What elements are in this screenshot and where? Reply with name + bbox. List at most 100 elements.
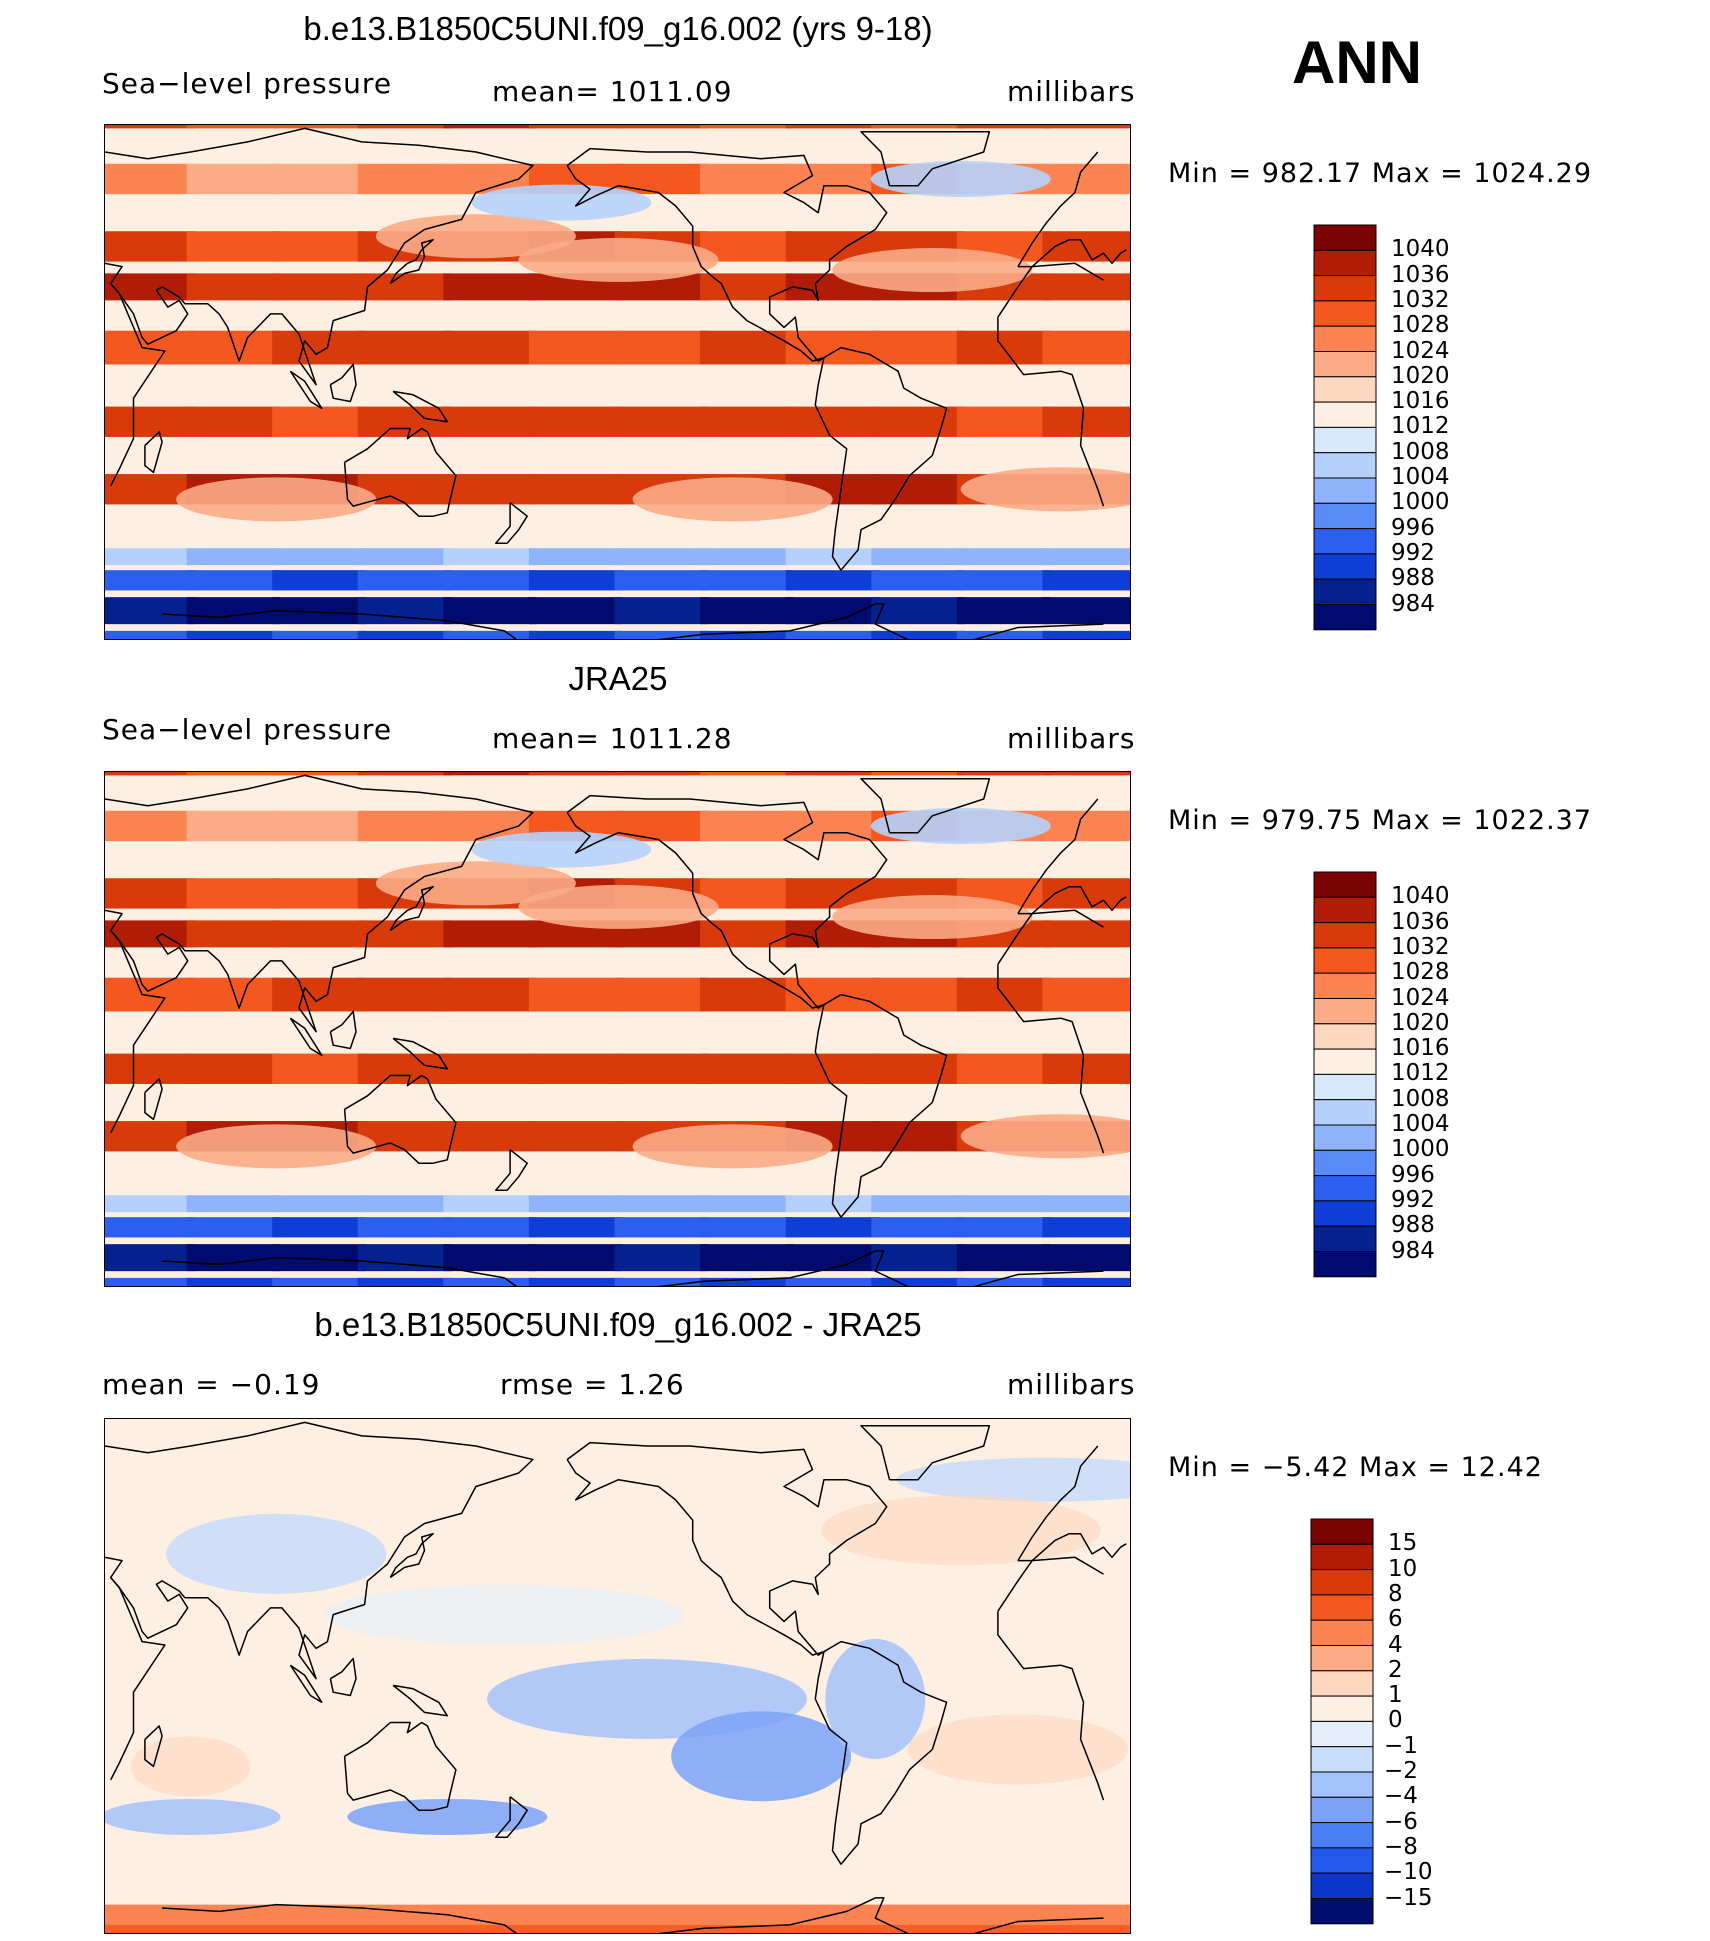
contour-field <box>105 1419 1130 1933</box>
colorbar-tick-label: 996 <box>1391 514 1435 541</box>
mean-label: mean= 1011.28 <box>492 722 733 755</box>
colorbar-tick-label: 984 <box>1391 590 1435 617</box>
colorbar-swatch <box>1313 578 1377 606</box>
colorbar-swatch <box>1313 1099 1377 1126</box>
mean-label: mean = −0.19 <box>102 1368 321 1401</box>
colorbar-tick-label: 984 <box>1391 1237 1435 1264</box>
colorbar-tick-label: 1020 <box>1391 1009 1450 1036</box>
colorbar-tick-label: 1000 <box>1391 489 1450 516</box>
colorbar-swatch <box>1313 1225 1377 1253</box>
colorbar-tick-label: 1028 <box>1391 959 1450 986</box>
colorbar-swatch <box>1313 300 1377 327</box>
rmse-label: rmse = 1.26 <box>500 1368 685 1401</box>
colorbar-tick-label: 1036 <box>1391 908 1450 935</box>
colorbar-tick-label: 1012 <box>1391 1060 1450 1087</box>
colorbar-tick-label: 1040 <box>1391 236 1450 263</box>
colorbar-swatch <box>1310 1543 1374 1571</box>
colorbar-tick-label: 1 <box>1388 1682 1403 1709</box>
colorbar-tick-label: −1 <box>1384 1732 1418 1759</box>
slp-map <box>104 771 1131 1287</box>
colorbar-swatch <box>1313 1023 1377 1050</box>
colorbar-tick-label: −8 <box>1384 1833 1418 1860</box>
colorbar-swatch <box>1313 401 1377 428</box>
colorbar-swatch <box>1313 1200 1377 1227</box>
variable-label: Sea−level pressure <box>102 713 393 746</box>
colorbar-tick-label: 1008 <box>1391 438 1450 465</box>
coastlines <box>105 127 1127 639</box>
coastlines <box>105 774 1127 1286</box>
colorbar-swatch <box>1313 477 1377 504</box>
colorbar-swatch <box>1310 1695 1374 1722</box>
colorbar-tick-label: 8 <box>1388 1580 1403 1607</box>
colorbar-swatch <box>1313 1073 1377 1101</box>
colorbar-tick-label: 1024 <box>1391 984 1450 1011</box>
slp-map <box>104 124 1131 640</box>
colorbar-tick-label: 996 <box>1391 1161 1435 1188</box>
colorbar-tick-label: 1004 <box>1391 464 1450 490</box>
colorbar-swatch <box>1313 275 1377 302</box>
colorbar-tick-label: 1008 <box>1391 1085 1450 1112</box>
colorbar-tick-label: 1004 <box>1391 1111 1450 1137</box>
colorbar-swatch <box>1310 1645 1374 1672</box>
panel-title: b.e13.B1850C5UNI.f09_g16.002 (yrs 9-18) <box>303 10 933 47</box>
colorbar-swatch <box>1313 871 1377 898</box>
coastlines <box>105 1421 1127 1933</box>
colorbar-tick-label: −2 <box>1384 1758 1418 1784</box>
colorbar-swatch <box>1313 553 1377 580</box>
colorbar-swatch <box>1310 1594 1374 1621</box>
colorbar-tick-label: −6 <box>1384 1808 1418 1835</box>
panel-title: JRA25 <box>568 660 668 697</box>
colorbar-tick-label: 1032 <box>1391 286 1450 313</box>
mean-label: mean= 1011.09 <box>492 75 733 108</box>
colorbar-swatch <box>1310 1771 1374 1798</box>
colorbar-tick-label: −15 <box>1384 1884 1433 1911</box>
colorbar-swatch <box>1313 998 1377 1025</box>
colorbar-swatch <box>1310 1796 1374 1824</box>
season-label: ANN <box>1292 29 1422 96</box>
colorbar: 15 10 8 6 4 2 1 0 −1 −2 −4 −6 −8 −10 −15 <box>1310 1518 1433 1929</box>
colorbar-swatch <box>1313 249 1377 277</box>
colorbar-swatch <box>1313 922 1377 949</box>
colorbar-swatch <box>1313 1149 1377 1177</box>
variable-label: Sea−level pressure <box>102 67 393 100</box>
colorbar-swatch <box>1313 972 1377 999</box>
colorbar-tick-label: 988 <box>1391 565 1435 592</box>
colorbar-tick-label: 2 <box>1388 1656 1403 1683</box>
colorbar: 1040 1036 1032 1028 1024 1020 1016 1012 1008 1004… <box>1313 224 1450 635</box>
colorbar-tick-label: 1016 <box>1391 1035 1450 1062</box>
panel-title: b.e13.B1850C5UNI.f09_g16.002 - JRA25 <box>314 1306 922 1343</box>
colorbar-tick-label: 0 <box>1388 1707 1403 1734</box>
colorbar-tick-label: 1020 <box>1391 362 1450 389</box>
colorbar-tick-label: 1032 <box>1391 933 1450 960</box>
units-label: millibars <box>1007 1368 1136 1401</box>
colorbar: 1040 1036 1032 1028 1024 1020 1016 1012 1008 1004… <box>1313 871 1450 1282</box>
contour-field <box>105 772 1130 1286</box>
colorbar-swatch <box>1313 376 1377 403</box>
colorbar-tick-label: 1000 <box>1391 1136 1450 1163</box>
colorbar-swatch <box>1313 604 1377 631</box>
colorbar-swatch <box>1313 502 1377 530</box>
colorbar-swatch <box>1313 426 1377 454</box>
colorbar-swatch <box>1313 1175 1377 1202</box>
colorbar-swatch <box>1310 1847 1374 1874</box>
colorbar-tick-label: 6 <box>1388 1606 1403 1633</box>
colorbar-tick-label: 4 <box>1388 1631 1403 1658</box>
colorbar-tick-label: −10 <box>1384 1859 1433 1886</box>
colorbar-tick-label: 1040 <box>1391 883 1450 910</box>
colorbar-tick-label: 1028 <box>1391 312 1450 339</box>
colorbar-tick-label: 992 <box>1391 1186 1435 1213</box>
colorbar-tick-label: 1012 <box>1391 413 1450 440</box>
colorbar-swatch <box>1313 325 1377 352</box>
colorbar-tick-label: 1036 <box>1391 261 1450 288</box>
colorbar-swatch <box>1310 1872 1374 1900</box>
colorbar-swatch <box>1313 1124 1377 1151</box>
colorbar-tick-label: 1024 <box>1391 337 1450 364</box>
colorbar-swatch <box>1313 528 1377 555</box>
diff-map <box>104 1418 1131 1934</box>
colorbar-swatch <box>1313 1251 1377 1278</box>
colorbar-swatch <box>1313 947 1377 974</box>
units-label: millibars <box>1007 722 1136 755</box>
contour-field <box>105 125 1130 639</box>
colorbar-swatch <box>1310 1569 1374 1596</box>
colorbar-swatch <box>1313 452 1377 479</box>
